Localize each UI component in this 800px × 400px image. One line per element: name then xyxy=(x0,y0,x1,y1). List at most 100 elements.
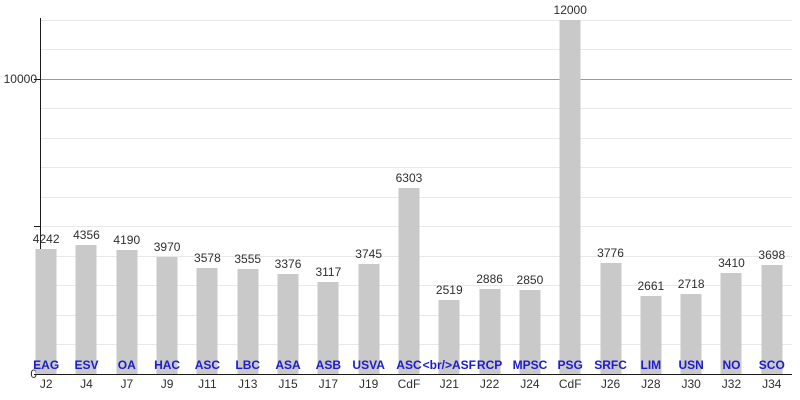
x-tick-label: J13 xyxy=(238,377,258,391)
bar-value-label: 3578 xyxy=(194,251,221,265)
bar-column: NO 3410 J32 xyxy=(711,0,751,400)
bar-column: ASC 3578 J11 xyxy=(187,0,227,400)
team-label: EAG xyxy=(33,358,60,372)
x-tick-label: J30 xyxy=(681,377,701,391)
bar xyxy=(277,274,299,374)
team-label: ASC xyxy=(194,358,221,372)
bar-column: OA 4190 J7 xyxy=(107,0,147,400)
y-axis-label-0: 0 xyxy=(30,367,37,381)
team-label: ASB xyxy=(315,358,342,372)
x-tick-label: J21 xyxy=(439,377,459,391)
bar-value-label: 4356 xyxy=(73,228,100,242)
bar-value-label: 3970 xyxy=(153,240,181,254)
team-label: USN xyxy=(678,358,704,372)
bar-value-label: 2718 xyxy=(677,277,705,291)
bar-value-label: 12000 xyxy=(553,3,587,17)
bar-column: LBC 3555 J13 xyxy=(228,0,268,400)
bar-column: ASB 3117 J17 xyxy=(308,0,348,400)
x-tick-label: CdF xyxy=(558,377,582,391)
bar-value-label: 3410 xyxy=(718,256,745,270)
bar xyxy=(75,245,97,374)
bar xyxy=(761,265,783,374)
bar xyxy=(116,250,138,374)
bar xyxy=(35,249,57,374)
bar-column: EAG 4242 J2 xyxy=(26,0,66,400)
gridline xyxy=(40,138,792,139)
bar-value-label: 2519 xyxy=(435,283,463,297)
y-axis-line xyxy=(40,18,41,375)
bar xyxy=(519,290,541,374)
team-label: RCP xyxy=(476,358,503,372)
x-tick-label: CdF xyxy=(397,377,421,391)
team-label: NO xyxy=(722,358,741,372)
bars-area: EAG 4242 J2 ESV 4356 J4 OA 4190 J7 HAC 3… xyxy=(26,0,792,400)
y-axis-label-10000: 10000 xyxy=(3,72,37,86)
team-label: ESV xyxy=(74,358,99,372)
y-tick xyxy=(34,374,40,375)
team-label: USVA xyxy=(352,358,385,372)
x-tick-label: J2 xyxy=(39,377,53,391)
bar-value-label: 3776 xyxy=(597,246,624,260)
x-tick-label: J7 xyxy=(120,377,134,391)
gridline xyxy=(40,167,792,168)
team-label: ASA xyxy=(275,358,301,372)
team-label: OA xyxy=(117,358,136,372)
gridline xyxy=(40,20,792,21)
y-tick xyxy=(34,79,40,80)
bar xyxy=(680,294,702,374)
bar-value-label: 3376 xyxy=(274,257,302,271)
x-tick-label: J4 xyxy=(80,377,93,391)
x-tick-label: J19 xyxy=(358,377,379,391)
x-tick-label: J9 xyxy=(160,377,174,391)
gridline-major xyxy=(40,79,792,80)
team-label: HAC xyxy=(154,358,181,372)
bar-column: <br/>ASF 2519 J21 xyxy=(423,0,476,400)
x-tick-label: J26 xyxy=(600,377,621,391)
team-label: LIM xyxy=(640,358,662,372)
bar-column: SRFC 3776 J26 xyxy=(590,0,630,400)
x-tick-label: J11 xyxy=(198,377,217,391)
bar-column: ASA 3376 J15 xyxy=(268,0,308,400)
bar-value-label: 2886 xyxy=(476,272,503,286)
bar-column: MPSC 2850 J24 xyxy=(510,0,550,400)
bar xyxy=(237,269,259,374)
bar-value-label: 2850 xyxy=(516,273,544,287)
bar-column: USVA 3745 J19 xyxy=(349,0,389,400)
bar-value-label: 3117 xyxy=(315,265,342,279)
bar-value-label: 4242 xyxy=(32,232,60,246)
bar-column: SCO 3698 J34 xyxy=(752,0,792,400)
bar xyxy=(559,20,581,374)
x-tick-label: J24 xyxy=(520,377,540,391)
team-label: MPSC xyxy=(512,358,548,372)
team-label: ASC xyxy=(396,358,422,372)
bar xyxy=(479,289,501,374)
x-tick-label: J17 xyxy=(318,377,339,391)
gridline xyxy=(40,49,792,50)
bar xyxy=(438,300,460,374)
team-label: LBC xyxy=(235,358,261,372)
team-label: <br/>ASF xyxy=(422,358,476,372)
x-tick-label: J22 xyxy=(479,377,500,391)
x-tick-label: J28 xyxy=(641,377,661,391)
bar xyxy=(398,188,420,374)
bar xyxy=(358,264,380,374)
bar xyxy=(720,273,742,374)
bar-value-label: 6303 xyxy=(395,171,423,185)
bar-value-label: 3698 xyxy=(758,248,786,262)
team-label: PSG xyxy=(557,358,583,372)
bar-column: LIM 2661 J28 xyxy=(631,0,671,400)
bar-column: ESV 4356 J4 xyxy=(66,0,106,400)
bar-value-label: 2661 xyxy=(637,279,665,293)
bar-column: PSG 12000 CdF xyxy=(550,0,590,400)
gridline xyxy=(40,108,792,109)
bar xyxy=(317,282,339,374)
bar-value-label: 4190 xyxy=(113,233,141,247)
x-axis-line xyxy=(40,374,792,375)
x-tick-label: J34 xyxy=(762,377,782,391)
bar xyxy=(600,263,622,374)
bar-value-label: 3555 xyxy=(234,252,262,266)
bar xyxy=(156,257,178,374)
bar-column: RCP 2886 J22 xyxy=(469,0,509,400)
bar-column: ASC 6303 CdF xyxy=(389,0,429,400)
